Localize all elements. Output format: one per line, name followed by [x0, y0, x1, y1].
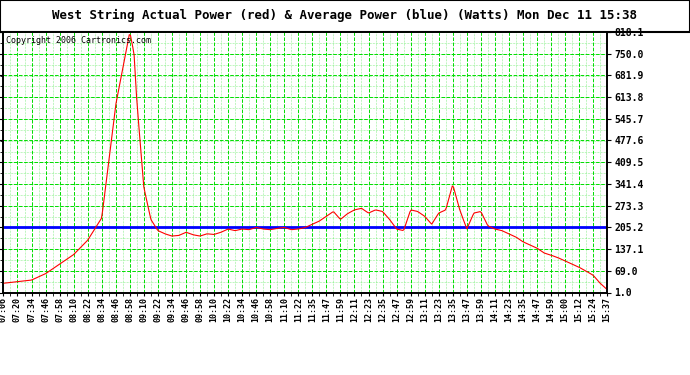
Text: Copyright 2006 Cartronics.com: Copyright 2006 Cartronics.com [6, 36, 152, 45]
Text: West String Actual Power (red) & Average Power (blue) (Watts) Mon Dec 11 15:38: West String Actual Power (red) & Average… [52, 9, 638, 22]
